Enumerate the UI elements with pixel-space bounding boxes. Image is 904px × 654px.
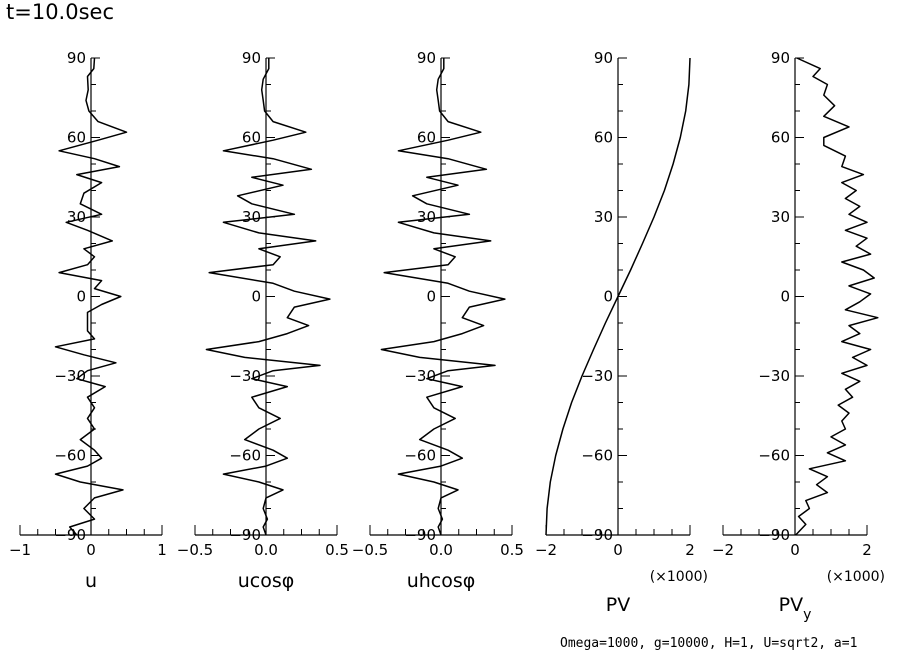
panel5-x-tick-label: −2 <box>712 541 734 559</box>
panel2-y-tick-label: −90 <box>229 526 261 544</box>
panel5-data-line <box>795 57 879 536</box>
panel1-x-tick-label: 1 <box>157 541 167 559</box>
panel2-x-tick-label: 0.0 <box>254 541 278 559</box>
panel4-y-tick-label: 90 <box>594 49 613 67</box>
panel4-data-line <box>545 57 691 536</box>
panel4-x-tick-label: −2 <box>535 541 557 559</box>
panel5-x-tick-label: 2 <box>862 541 872 559</box>
panel1-y-tick-label: −90 <box>54 526 86 544</box>
panel1-y-tick-label: 90 <box>67 49 86 67</box>
panel1-y-tick-label: −30 <box>54 367 86 385</box>
panel1-y-tick-label: 60 <box>67 129 86 147</box>
panel4-scale-label: (×1000) <box>650 569 708 585</box>
panel3-y-tick-label: −90 <box>404 526 436 544</box>
panel4-y-tick-label: 30 <box>594 208 613 226</box>
panel1-data-line <box>54 57 128 536</box>
panel1-y-tick-label: −60 <box>54 447 86 465</box>
time-title: t=10.0sec <box>6 0 114 24</box>
panel3-x-label: uhcosφ <box>407 570 476 592</box>
panel5-y-tick-label: 30 <box>771 208 790 226</box>
panel4-x-tick-label: 0 <box>613 541 623 559</box>
panel3-x-tick-label: 0.5 <box>500 541 524 559</box>
panel4-y-tick-label: −30 <box>581 367 613 385</box>
panel5-x-label: PVy <box>779 594 812 623</box>
panel1-x-label: u <box>85 570 97 592</box>
panel5-y-tick-label: −60 <box>758 447 790 465</box>
panel2-data-line <box>205 58 331 536</box>
parameter-footer: Omega=1000, g=10000, H=1, U=sqrt2, a=1 <box>560 636 858 651</box>
panel1-x-tick-label: 0 <box>86 541 96 559</box>
panel5-y-tick-label: −90 <box>758 526 790 544</box>
panel2-y-tick-label: 60 <box>242 129 261 147</box>
panel2-x-tick-label: −0.5 <box>177 541 213 559</box>
panel3-y-tick-label: 90 <box>417 49 436 67</box>
panel4-x-label: PV <box>606 594 630 616</box>
panel5-x-label-subscript: y <box>803 607 811 623</box>
panel3-x-tick-label: −0.5 <box>352 541 388 559</box>
panel4-y-tick-label: 0 <box>603 288 613 306</box>
panel3-y-tick-label: 30 <box>417 208 436 226</box>
panel4-y-tick-label: 60 <box>594 129 613 147</box>
panel2-y-tick-label: 90 <box>242 49 261 67</box>
panel3-y-tick-label: 60 <box>417 129 436 147</box>
panel3-y-tick-label: −60 <box>404 447 436 465</box>
panel5-scale-label: (×1000) <box>827 569 885 585</box>
panel5-y-tick-label: 60 <box>771 129 790 147</box>
panel5-x-tick-label: 0 <box>790 541 800 559</box>
panel2-y-tick-label: −30 <box>229 367 261 385</box>
panel4-y-tick-label: −90 <box>581 526 613 544</box>
panel2-y-tick-label: 0 <box>251 288 261 306</box>
panel2-x-tick-label: 0.5 <box>325 541 349 559</box>
panel5-y-tick-label: 0 <box>780 288 790 306</box>
panel5-y-tick-label: −30 <box>758 367 790 385</box>
panel3-y-tick-label: −30 <box>404 367 436 385</box>
panel2-x-label: ucosφ <box>238 570 295 592</box>
panel1-y-tick-label: 0 <box>76 288 86 306</box>
panel2-y-tick-label: 30 <box>242 208 261 226</box>
panel1-x-tick-label: −1 <box>9 541 31 559</box>
panel4-x-tick-label: 2 <box>685 541 695 559</box>
panel5-y-tick-label: 90 <box>771 49 790 67</box>
panel3-x-tick-label: 0.0 <box>429 541 453 559</box>
panel3-y-tick-label: 0 <box>426 288 436 306</box>
panel4-y-tick-label: −60 <box>581 447 613 465</box>
panel3-data-line <box>380 58 506 536</box>
panel2-y-tick-label: −60 <box>229 447 261 465</box>
